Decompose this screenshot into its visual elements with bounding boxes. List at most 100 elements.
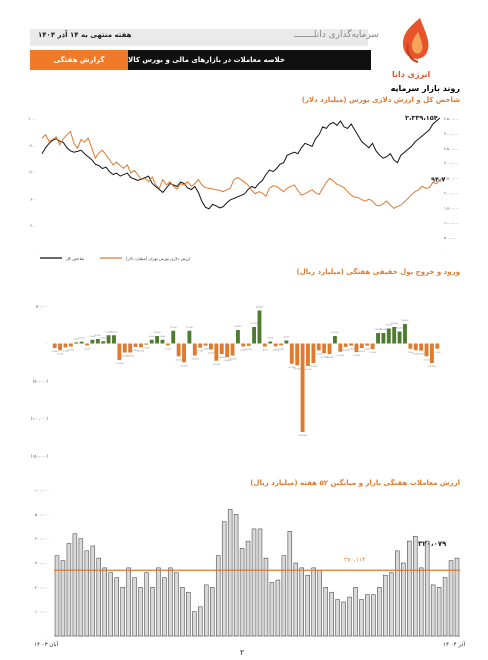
y-tick-label: ۰: [46, 341, 48, 346]
trading-value-bar: [221, 521, 227, 637]
flow-bar-value-label: -14,000: [218, 357, 226, 359]
chart3-title: ارزش معاملات هفتگی بازار و میانگین ۵۲ هف…: [250, 479, 460, 487]
trading-value-bar: [359, 599, 364, 637]
flow-bar-value-label: -4,000: [262, 350, 269, 352]
flow-bar: [306, 343, 310, 366]
trading-value-bar: [317, 570, 322, 637]
flow-bar: [138, 343, 143, 348]
flow-bar: [106, 335, 111, 344]
legend-label-index: شاخص کل: [66, 256, 85, 261]
trading-value-bar: [418, 567, 424, 637]
flow-bar: [429, 343, 434, 363]
trading-value-bar: [383, 574, 388, 637]
trading-value-bar: [198, 606, 203, 637]
flow-bar: [176, 343, 181, 357]
flow-bar-value-label: -12,000: [126, 356, 134, 358]
flow-bar-value-label: -7,500: [369, 352, 376, 354]
flow-bar: [230, 343, 235, 356]
flow-bar: [300, 343, 305, 432]
trading-value-bar: [389, 572, 394, 637]
trading-value-bar: [269, 582, 275, 637]
flow-bar: [246, 343, 251, 346]
flow-bar-value-label: -9,000: [316, 353, 323, 355]
flow-bar: [101, 341, 106, 344]
flow-bar-value-label: -14,000: [326, 357, 334, 359]
flow-bar: [203, 343, 208, 346]
flow-bar-value-label: -25,000: [180, 365, 188, 367]
flow-bar-value-label: -5,200: [62, 350, 69, 352]
flow-bar-value-label: -11,500: [353, 355, 361, 357]
flow-bar: [95, 339, 100, 344]
y-tick-label: ۶۰۰،۰۰۰: [35, 490, 49, 493]
flow-bar: [257, 310, 262, 344]
flow-bar: [381, 333, 386, 344]
dana-flame-logo: [402, 18, 429, 63]
flow-bar-value-label: -16,000: [229, 359, 237, 361]
flow-bar: [149, 339, 154, 344]
flow-bar-value-label: -9,000: [57, 353, 64, 355]
trading-value-bar: [144, 572, 149, 637]
flow-bar: [122, 343, 127, 353]
header-date-bar: [30, 29, 368, 46]
trading-value-bar: [138, 587, 143, 637]
flow-bar: [327, 343, 332, 354]
flow-bar-value-label: -13,000: [320, 356, 328, 358]
flow-bar-value-label: -16,000: [191, 359, 199, 361]
trading-value-bar: [210, 587, 215, 637]
trading-value-bar: [245, 540, 251, 637]
flow-bar: [155, 336, 160, 344]
flow-bar: [408, 343, 413, 349]
right-tick-label: ۰: [444, 251, 446, 255]
left-tick-label: ۲۰۰۰: [28, 117, 36, 121]
flow-bar-value-label: -118,000: [298, 435, 308, 437]
right-tick-label: ۴،۰۰۰،۰۰۰: [444, 132, 460, 136]
flow-bar: [74, 342, 79, 344]
trading-value-bar: [347, 596, 352, 637]
flow-bar-value-label: 11,000: [105, 331, 113, 333]
trading-value-bar: [192, 611, 197, 637]
trading-value-bar: [180, 587, 185, 637]
x-label-first: ۱۴ آبان ۰۳: [34, 641, 59, 648]
flow-bar: [165, 343, 170, 346]
flow-bar-value-label: 18,000: [234, 326, 242, 328]
flow-bar: [63, 343, 68, 348]
flow-bar-value-label: -11,000: [336, 355, 344, 357]
flow-bar-value-label: -4,500: [342, 350, 349, 352]
flow-bar: [171, 330, 176, 344]
real-money-flow-bar-chart: ۵۰،۰۰۰۰(۵۰،۰۰۰)(۱۰۰،۰۰۰)(۱۵۰،۰۰۰)-6,000-…: [31, 304, 442, 459]
x-label-last: ۱۴ آذر ۰۴: [443, 641, 465, 648]
trading-value-bar: [102, 567, 107, 637]
header-brand: سرمایه‌گذاری دانا: [294, 30, 379, 40]
flow-bar-value-label: -27,000: [288, 367, 296, 369]
flow-bar-value-label: 5,000: [149, 336, 155, 338]
trading-value-bar: [335, 599, 340, 637]
trading-value-bar: [436, 587, 442, 637]
flow-bar-value-label: -4,500: [132, 350, 139, 352]
y-tick-label: (۱۰۰،۰۰۰): [31, 416, 49, 421]
flow-bar-value-label: 44,000: [256, 307, 264, 309]
flame-inner-icon: [411, 32, 423, 54]
flow-bar-value-label: 22,000: [391, 323, 399, 325]
y-tick-label: ۰: [47, 634, 49, 639]
flow-bar-value-label: -9,000: [413, 353, 420, 355]
flow-bar: [144, 343, 149, 345]
trading-value-bar: [108, 572, 113, 637]
flow-bar-value-label: 11,000: [110, 331, 118, 333]
flow-bar-value-label: -26,000: [309, 366, 317, 368]
flow-bar-value-label: -6,000: [51, 351, 58, 353]
trading-value-bar: [257, 528, 263, 637]
trading-value-bar: [233, 514, 239, 637]
flow-bar-value-label: -4,000: [68, 350, 75, 352]
right-tick-label: ۳،۵۰۰،۰۰۰: [444, 147, 460, 151]
flow-bar-value-label: -5,000: [138, 350, 145, 352]
flow-bar: [219, 343, 224, 354]
flow-bar-value-label: 17,000: [170, 327, 178, 329]
right-tick-label: ۲،۰۰۰،۰۰۰: [444, 191, 460, 195]
trading-value-bar: [156, 567, 161, 637]
flow-bar: [198, 343, 203, 348]
y-tick-label: (۵۰،۰۰۰): [33, 379, 49, 384]
flow-bar-value-label: 17,000: [186, 327, 194, 329]
flow-bar-value-label: -2,500: [84, 348, 91, 350]
right-tick-label: ۲،۵۰۰،۰۰۰: [444, 177, 460, 181]
trading-value-bar: [251, 528, 257, 637]
